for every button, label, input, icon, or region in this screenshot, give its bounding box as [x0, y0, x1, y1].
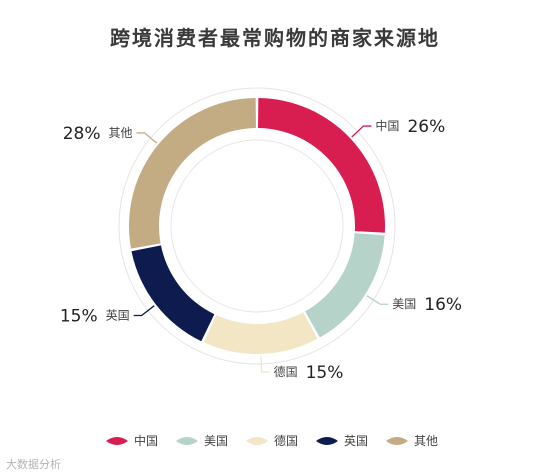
slice-label-category-2: 德国 [274, 364, 298, 379]
leader-line-4 [136, 132, 158, 144]
legend-label-2: 德国 [274, 433, 298, 448]
legend-label-0: 中国 [134, 433, 158, 448]
donut-slice-4[interactable] [129, 98, 256, 249]
slice-label-percent-2: 15% [306, 363, 344, 383]
legend-label-1: 美国 [204, 434, 228, 448]
slice-label-category-0: 中国 [375, 118, 399, 133]
legend-swatch-2 [246, 437, 268, 445]
leader-line-3 [133, 305, 155, 317]
slice-label-category-3: 英国 [106, 308, 130, 322]
inner-decor-ring [170, 139, 344, 313]
donut-slice-3[interactable] [131, 245, 215, 342]
legend-swatch-3 [316, 437, 338, 445]
slice-label-category-4: 其他 [108, 126, 132, 140]
slice-label-percent-0: 26% [407, 117, 445, 137]
slice-label-category-1: 美国 [392, 297, 416, 311]
leader-line-2 [260, 355, 270, 373]
donut-slice-0[interactable] [258, 98, 386, 233]
legend-swatch-0 [106, 437, 128, 445]
leader-line-1 [366, 295, 389, 305]
donut-slice-1[interactable] [305, 233, 385, 338]
slice-label-percent-4: 28% [63, 124, 101, 144]
legend-label-4: 其他 [414, 434, 438, 448]
outer-decor-ring [118, 87, 396, 365]
watermark-text: 大数据分析 [6, 458, 61, 471]
slice-label-percent-1: 16% [424, 295, 462, 315]
leader-line-0 [351, 125, 372, 138]
chart-title: 跨境消费者最常购物的商家来源地 [110, 26, 440, 50]
legend-swatch-4 [386, 437, 408, 445]
legend-swatch-1 [176, 437, 198, 445]
donut-slice-2[interactable] [203, 312, 318, 355]
slice-label-percent-3: 15% [60, 306, 98, 326]
legend-label-3: 英国 [344, 434, 368, 448]
